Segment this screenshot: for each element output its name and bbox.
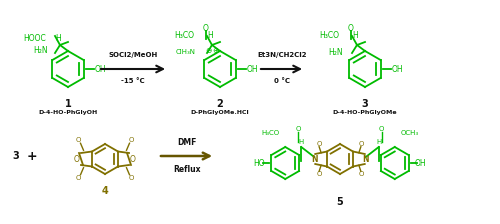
Text: O: O: [316, 171, 322, 177]
Text: 2: 2: [216, 99, 224, 109]
Text: O: O: [129, 137, 134, 143]
Text: O: O: [76, 175, 81, 181]
Text: 5: 5: [336, 197, 344, 207]
Text: HO: HO: [254, 159, 265, 168]
Text: D-PhGlyOMe.HCl: D-PhGlyOMe.HCl: [190, 110, 250, 114]
Text: H: H: [55, 34, 61, 43]
Text: -15 °C: -15 °C: [121, 78, 145, 84]
Text: H₂N: H₂N: [328, 47, 343, 56]
Text: O: O: [130, 155, 136, 164]
Text: OH: OH: [415, 159, 426, 168]
Text: O: O: [358, 141, 364, 147]
Text: DMF: DMF: [178, 138, 197, 146]
Text: ⊖: ⊖: [205, 45, 211, 54]
Text: O: O: [296, 126, 301, 132]
Text: 3: 3: [362, 99, 368, 109]
Text: N: N: [362, 155, 369, 164]
Text: Reflux: Reflux: [174, 164, 201, 174]
Text: O: O: [348, 24, 354, 32]
Text: OH: OH: [94, 65, 106, 73]
Text: O: O: [76, 137, 81, 143]
Text: 3: 3: [12, 151, 20, 161]
Text: H₃CO: H₃CO: [261, 130, 279, 136]
Text: 4: 4: [102, 186, 108, 196]
Text: H₃CO: H₃CO: [319, 30, 339, 39]
Text: H₃CO: H₃CO: [174, 30, 194, 39]
Text: H₂N: H₂N: [34, 45, 48, 54]
Text: D-4-HO-PhGlyOMe: D-4-HO-PhGlyOMe: [332, 110, 398, 114]
Text: H: H: [298, 139, 304, 145]
Text: 0 °C: 0 °C: [274, 78, 290, 84]
Text: O: O: [74, 155, 80, 164]
Text: D-4-HO-PhGlyOH: D-4-HO-PhGlyOH: [38, 110, 98, 114]
Text: HOOC: HOOC: [23, 34, 46, 43]
Text: O: O: [203, 24, 209, 32]
Text: O: O: [358, 171, 364, 177]
Text: H: H: [376, 139, 382, 145]
Text: H: H: [207, 30, 213, 39]
Text: H: H: [352, 30, 358, 39]
Text: OH: OH: [246, 65, 258, 73]
Text: Et3N/CH2Cl2: Et3N/CH2Cl2: [257, 52, 307, 58]
Text: OCH₃: OCH₃: [401, 130, 419, 136]
Text: OH: OH: [391, 65, 403, 73]
Text: +: +: [26, 149, 38, 162]
Text: O: O: [129, 175, 134, 181]
Text: ⊕: ⊕: [212, 45, 218, 54]
Text: ClH₃N: ClH₃N: [176, 49, 196, 55]
Text: SOCl2/MeOH: SOCl2/MeOH: [108, 52, 158, 58]
Text: O: O: [316, 141, 322, 147]
Text: 1: 1: [64, 99, 71, 109]
Text: N: N: [311, 155, 318, 164]
Text: O: O: [379, 126, 384, 132]
